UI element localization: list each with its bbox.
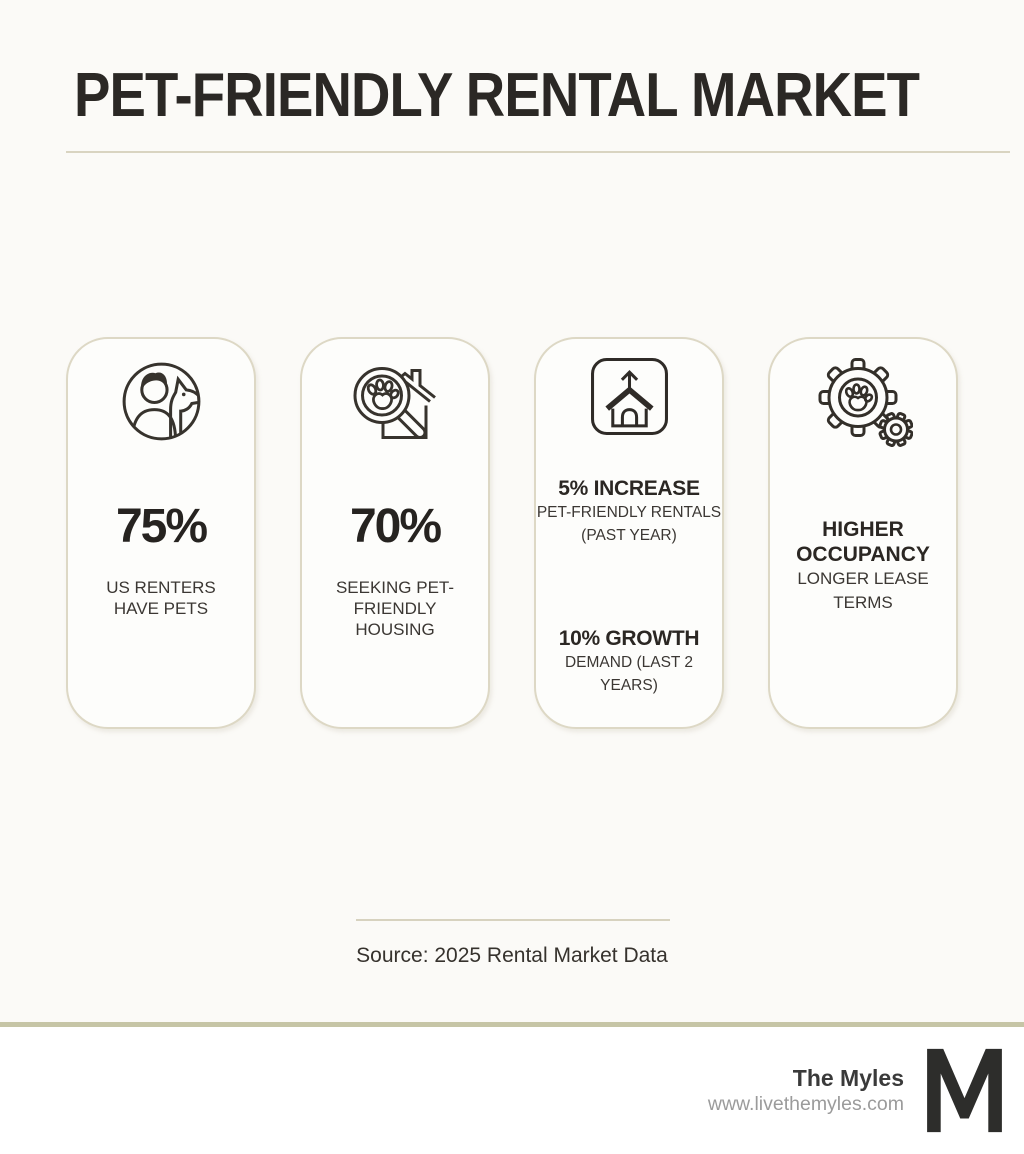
title-divider bbox=[66, 151, 1010, 153]
person-with-dog-icon bbox=[113, 353, 210, 450]
card-seeking-housing: 70% SEEKING PET-FRIENDLY HOUSING bbox=[300, 337, 490, 729]
stat-headline: 5% INCREASE bbox=[558, 477, 700, 500]
brand-name: The Myles bbox=[792, 1065, 904, 1091]
brand-block: The Myles www.livethemyles.com bbox=[708, 1065, 904, 1116]
stat-value: 70% bbox=[349, 500, 442, 553]
stat-block-increase: 5% INCREASE PET-FRIENDLY RENTALS (PAST Y… bbox=[537, 476, 721, 547]
stat-subline: LONGER LEASE TERMS bbox=[797, 569, 929, 612]
stat-label-line: SEEKING PET-FRIENDLY bbox=[335, 578, 455, 618]
stat-headline-line: HIGHER bbox=[822, 518, 904, 541]
stat-label-line: HOUSING bbox=[355, 620, 435, 639]
card-higher-occupancy: HIGHER OCCUPANCY LONGER LEASE TERMS bbox=[768, 337, 958, 729]
stat-subline: (PAST YEAR) bbox=[581, 527, 677, 544]
card-us-renters: 75% US RENTERS HAVE PETS bbox=[66, 337, 256, 729]
page-title: PET-FRIENDLY RENTAL MARKET bbox=[74, 61, 920, 130]
source-text: Source: 2025 Rental Market Data bbox=[356, 944, 668, 967]
stat-block-growth: 10% GROWTH DEMAND (LAST 2 YEARS) bbox=[536, 626, 722, 697]
stat-subline: DEMAND (LAST 2 YEARS) bbox=[564, 654, 694, 694]
stat-headline-line: OCCUPANCY bbox=[796, 542, 930, 566]
stat-label-line: HAVE PETS bbox=[113, 599, 209, 618]
source-divider bbox=[356, 919, 670, 921]
gears-paw-icon bbox=[813, 354, 913, 448]
stat-headline: 10% GROWTH bbox=[558, 627, 700, 650]
brand-website: www.livethemyles.com bbox=[707, 1093, 904, 1115]
stat-headline: HIGHER OCCUPANCY bbox=[796, 518, 930, 567]
stat-label-line: US RENTERS bbox=[106, 578, 216, 597]
stat-subline: PET-FRIENDLY RENTALS bbox=[536, 504, 722, 521]
card-rental-growth: 5% INCREASE PET-FRIENDLY RENTALS (PAST Y… bbox=[534, 337, 724, 729]
brand-logo-m-icon bbox=[921, 1048, 1008, 1133]
footer: The Myles www.livethemyles.com bbox=[0, 1022, 1024, 1154]
stat-label: SEEKING PET-FRIENDLY HOUSING bbox=[302, 577, 488, 640]
stat-value: 75% bbox=[115, 500, 208, 553]
paw-search-house-icon bbox=[345, 353, 445, 450]
stat-label: US RENTERS HAVE PETS bbox=[106, 577, 216, 619]
doghouse-up-arrow-icon bbox=[590, 356, 669, 436]
stat-cards-row: 75% US RENTERS HAVE PETS bbox=[0, 337, 1024, 729]
